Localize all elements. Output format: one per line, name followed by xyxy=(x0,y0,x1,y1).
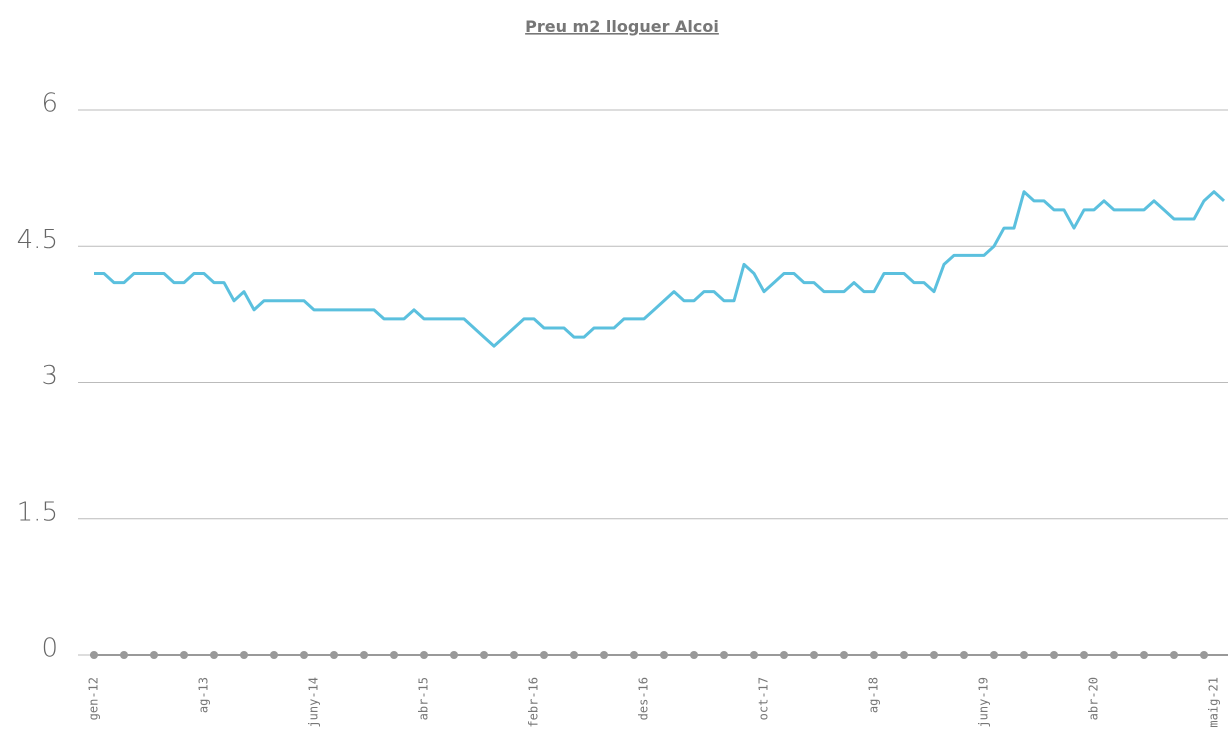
x-tick-label: gen-12 xyxy=(87,677,101,720)
axis-dot xyxy=(120,651,128,659)
x-tick-label: abr-15 xyxy=(417,677,431,720)
axis-dot xyxy=(1140,651,1148,659)
axis-dot xyxy=(420,651,428,659)
axis-dot xyxy=(210,651,218,659)
axis-dot xyxy=(930,651,938,659)
axis-dot xyxy=(90,651,98,659)
y-tick-label: 4.5 xyxy=(17,225,58,255)
axis-dot xyxy=(690,651,698,659)
axis-dot xyxy=(810,651,818,659)
axis-dot xyxy=(990,651,998,659)
y-tick-label: 6 xyxy=(41,89,58,119)
x-tick-label: febr-16 xyxy=(527,677,541,728)
axis-dot xyxy=(1020,651,1028,659)
axis-dot xyxy=(1200,651,1208,659)
axis-dot xyxy=(510,651,518,659)
chart-title: Preu m2 lloguer Alcoi xyxy=(525,17,719,36)
axis-dot xyxy=(1170,651,1178,659)
y-tick-label: 0 xyxy=(41,634,58,664)
y-tick-label: 1.5 xyxy=(17,497,58,527)
axis-dot xyxy=(570,651,578,659)
axis-dot xyxy=(360,651,368,659)
x-tick-label: ag-13 xyxy=(197,677,211,713)
axis-dot xyxy=(270,651,278,659)
axis-dot xyxy=(630,651,638,659)
axis-dot xyxy=(180,651,188,659)
axis-dot xyxy=(870,651,878,659)
data-line xyxy=(94,190,1226,348)
x-tick-label: abr-20 xyxy=(1087,677,1101,720)
x-tick-label: oct-17 xyxy=(757,677,771,720)
axis-dot xyxy=(900,651,908,659)
x-tick-label: maig-21 xyxy=(1207,677,1221,728)
axis-dot xyxy=(750,651,758,659)
axis-dot xyxy=(960,651,968,659)
x-tick-label: juny-14 xyxy=(307,677,321,728)
axis-dot xyxy=(660,651,668,659)
axis-dot xyxy=(600,651,608,659)
y-tick-label: 3 xyxy=(41,361,58,391)
axis-dot xyxy=(330,651,338,659)
axis-dot xyxy=(450,651,458,659)
axis-dot xyxy=(240,651,248,659)
axis-dot xyxy=(840,651,848,659)
axis-dot xyxy=(480,651,488,659)
axis-dot xyxy=(1050,651,1058,659)
axis-dot xyxy=(540,651,548,659)
axis-dot xyxy=(390,651,398,659)
axis-dot xyxy=(1110,651,1118,659)
x-tick-label: des-16 xyxy=(637,677,651,720)
axis-dot xyxy=(300,651,308,659)
axis-dot xyxy=(150,651,158,659)
axis-dot xyxy=(720,651,728,659)
x-tick-label: juny-19 xyxy=(977,677,991,728)
axis-dot xyxy=(780,651,788,659)
axis-dot xyxy=(1080,651,1088,659)
x-tick-label: ag-18 xyxy=(867,677,881,713)
